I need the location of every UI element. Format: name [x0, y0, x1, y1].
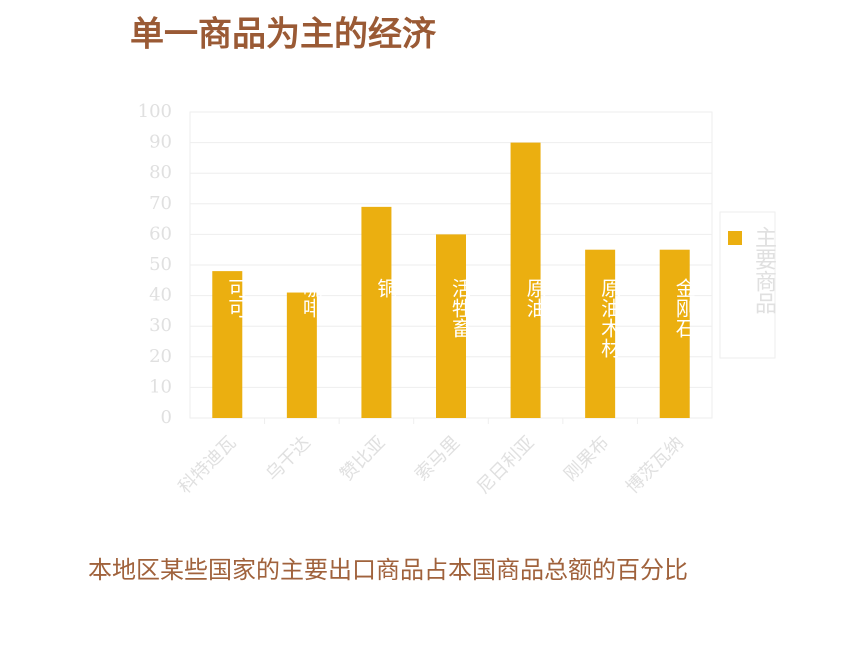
x-tick-label: 索马里: [411, 432, 464, 485]
x-tick-label: 尼日利亚: [473, 432, 539, 498]
caption: 本地区某些国家的主要出口商品占本国商品总额的百分比: [88, 556, 688, 584]
bar-label: 可可: [225, 278, 249, 318]
y-tick-label: 50: [149, 254, 172, 275]
bar-label: 活牲畜: [449, 278, 473, 338]
y-tick-label: 20: [149, 346, 172, 367]
bar: [212, 271, 243, 418]
bar: [510, 142, 541, 418]
bar-label: 咖啡: [299, 278, 323, 318]
x-tick-label: 乌干达: [262, 432, 315, 485]
bar-label: 金刚石: [672, 278, 696, 338]
bar: [286, 292, 317, 418]
x-tick-label: 刚果布: [560, 432, 613, 485]
y-tick-label: 60: [149, 223, 172, 244]
bar: [436, 234, 466, 418]
bar-label: 铜: [374, 278, 398, 298]
x-tick-label: 赞比亚: [336, 432, 389, 485]
legend-label: 主要商品: [751, 226, 776, 314]
y-tick-label: 10: [149, 376, 172, 397]
y-tick-label: 40: [149, 285, 172, 306]
y-tick-label: 0: [161, 407, 172, 428]
chart-title: 单一商品为主的经济: [130, 15, 437, 55]
bar: [585, 249, 616, 418]
y-tick-label: 90: [149, 132, 172, 153]
y-tick-label: 100: [138, 101, 172, 122]
x-tick-label: 科特迪瓦: [175, 432, 241, 498]
y-tick-label: 80: [149, 162, 172, 183]
bar-label: 原油木材: [598, 278, 622, 358]
bar: [361, 206, 392, 418]
x-tick-label: 博茨瓦纳: [622, 432, 688, 498]
y-tick-label: 70: [149, 193, 172, 214]
legend-swatch: [728, 231, 742, 245]
bar: [659, 249, 690, 418]
bar-label: 原油: [523, 278, 547, 318]
y-tick-label: 30: [149, 315, 172, 336]
